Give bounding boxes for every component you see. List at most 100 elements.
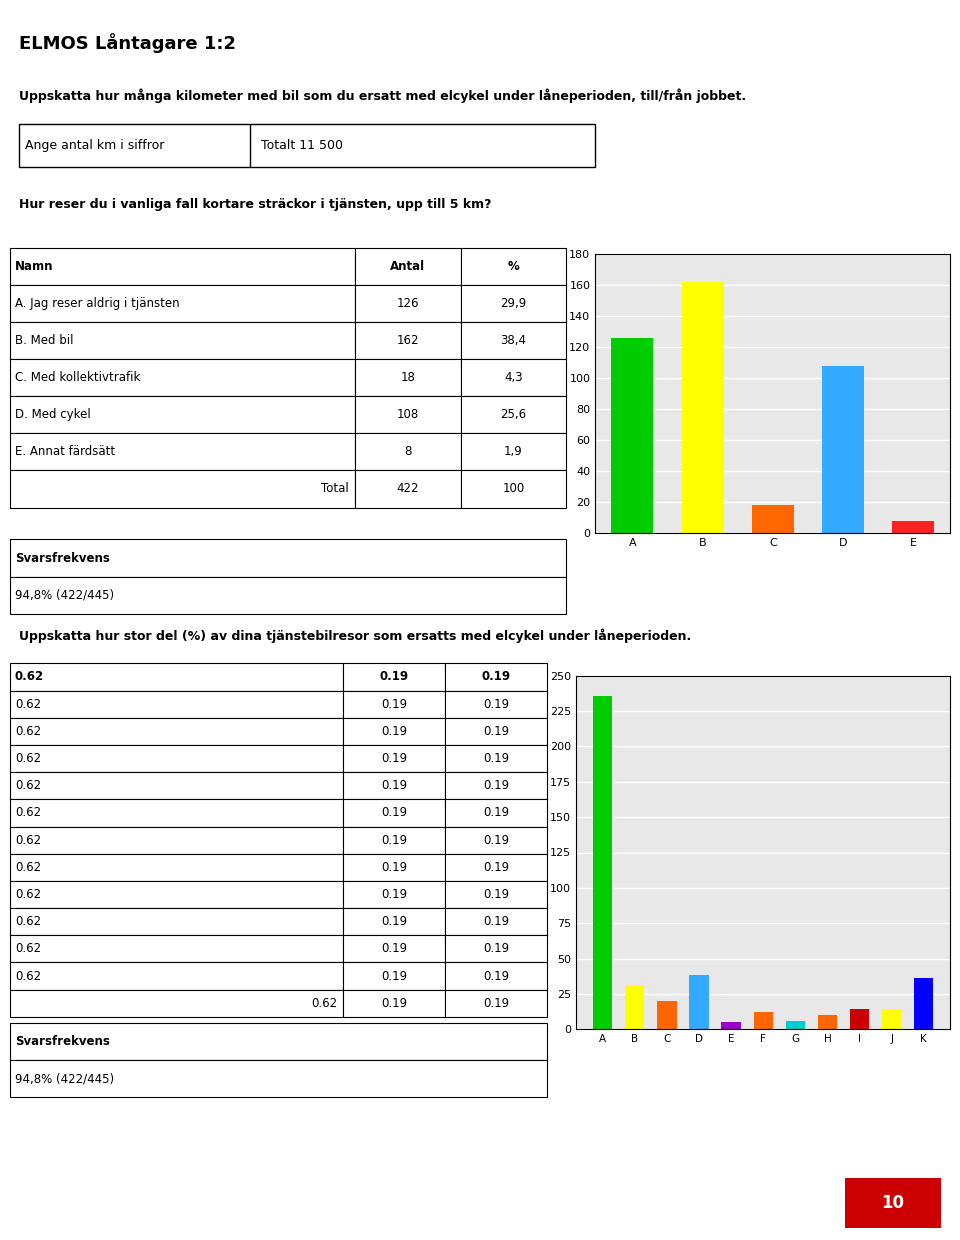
Text: 0.19: 0.19 — [483, 779, 509, 792]
Text: 0.62: 0.62 — [15, 942, 41, 955]
Bar — [445, 691, 547, 718]
Text: 0.19: 0.19 — [381, 942, 407, 955]
Text: 0.19: 0.19 — [381, 915, 407, 929]
Text: 0.19: 0.19 — [483, 970, 509, 982]
Text: 94,8% (422/445): 94,8% (422/445) — [15, 589, 114, 601]
Text: Totalt 11 500: Totalt 11 500 — [261, 139, 343, 153]
Bar — [445, 718, 547, 745]
Bar — [343, 908, 445, 935]
Bar — [722, 1022, 741, 1029]
Bar — [355, 285, 461, 322]
Bar — [658, 1001, 677, 1029]
Bar — [343, 827, 445, 853]
Bar — [682, 283, 724, 533]
Text: 1,9: 1,9 — [504, 445, 523, 459]
Text: 29,9: 29,9 — [500, 298, 527, 310]
Bar — [892, 521, 934, 533]
Text: 0.62: 0.62 — [15, 671, 44, 683]
Bar — [343, 853, 445, 880]
Text: 126: 126 — [396, 298, 419, 310]
Bar — [343, 691, 445, 718]
Bar — [10, 1023, 547, 1060]
Text: 0.19: 0.19 — [483, 942, 509, 955]
Text: ELMOS Låntagare 1:2: ELMOS Låntagare 1:2 — [19, 33, 236, 53]
Text: 25,6: 25,6 — [500, 408, 527, 422]
Bar — [10, 962, 343, 990]
Bar — [10, 285, 355, 322]
Bar — [445, 773, 547, 800]
Text: 0.19: 0.19 — [483, 861, 509, 874]
Bar — [10, 397, 355, 434]
Text: %: % — [508, 260, 519, 273]
Bar — [343, 880, 445, 908]
Text: Ange antal km i siffror: Ange antal km i siffror — [25, 139, 164, 153]
Text: 10: 10 — [881, 1194, 904, 1211]
Bar — [10, 248, 355, 285]
Text: 0.19: 0.19 — [381, 806, 407, 820]
Bar — [10, 691, 343, 718]
Bar — [10, 539, 566, 577]
FancyBboxPatch shape — [19, 124, 595, 167]
Bar — [343, 663, 445, 691]
Text: 0.62: 0.62 — [15, 779, 41, 792]
Bar — [461, 434, 566, 470]
Bar — [10, 800, 343, 827]
Text: 0.62: 0.62 — [311, 997, 338, 1009]
Bar — [10, 434, 355, 470]
Text: 18: 18 — [400, 371, 415, 384]
Text: 0.19: 0.19 — [483, 751, 509, 765]
Bar — [754, 1012, 773, 1029]
Text: 0.19: 0.19 — [483, 915, 509, 929]
Bar — [445, 745, 547, 773]
Text: Hur reser du i vanliga fall kortare sträckor i tjänsten, upp till 5 km?: Hur reser du i vanliga fall kortare strä… — [19, 198, 492, 211]
Text: Svarsfrekvens: Svarsfrekvens — [15, 1035, 109, 1048]
Text: 0.19: 0.19 — [483, 698, 509, 711]
Bar — [343, 990, 445, 1017]
Bar — [343, 962, 445, 990]
Text: Uppskatta hur många kilometer med bil som du ersatt med elcykel under låneperiod: Uppskatta hur många kilometer med bil so… — [19, 89, 746, 103]
Text: 94,8% (422/445): 94,8% (422/445) — [15, 1073, 114, 1085]
Text: 108: 108 — [396, 408, 419, 422]
Text: 0.19: 0.19 — [483, 806, 509, 820]
Text: E. Annat färdsätt: E. Annat färdsätt — [15, 445, 115, 459]
Bar — [10, 577, 566, 614]
Text: 0.62: 0.62 — [15, 806, 41, 820]
Bar — [882, 1009, 901, 1029]
Text: Antal: Antal — [390, 260, 425, 273]
Text: 4,3: 4,3 — [504, 371, 523, 384]
Bar — [461, 397, 566, 434]
Text: 0.19: 0.19 — [483, 725, 509, 738]
Text: Total: Total — [322, 482, 349, 496]
Bar — [10, 663, 343, 691]
Bar — [445, 800, 547, 827]
Text: 8: 8 — [404, 445, 412, 459]
Text: 0.19: 0.19 — [381, 888, 407, 901]
Text: 0.62: 0.62 — [15, 698, 41, 711]
Bar — [461, 285, 566, 322]
Bar — [355, 470, 461, 507]
Bar — [343, 773, 445, 800]
Bar — [752, 506, 794, 533]
Bar — [625, 986, 644, 1029]
Text: 0.62: 0.62 — [15, 970, 41, 982]
Text: 0.19: 0.19 — [482, 671, 511, 683]
Text: 0.62: 0.62 — [15, 833, 41, 847]
Bar — [818, 1016, 837, 1029]
Bar — [593, 696, 612, 1029]
Bar — [445, 853, 547, 880]
Text: 162: 162 — [396, 335, 419, 347]
Bar — [355, 397, 461, 434]
Bar — [10, 322, 355, 360]
Bar — [343, 745, 445, 773]
Bar — [10, 908, 343, 935]
Text: 422: 422 — [396, 482, 419, 496]
Bar — [850, 1009, 869, 1029]
Text: 0.19: 0.19 — [381, 970, 407, 982]
Bar — [355, 434, 461, 470]
Bar — [10, 718, 343, 745]
Text: 0.19: 0.19 — [381, 698, 407, 711]
Text: 0.19: 0.19 — [483, 888, 509, 901]
Bar — [689, 976, 708, 1029]
Text: 0.62: 0.62 — [15, 888, 41, 901]
Bar — [461, 322, 566, 360]
